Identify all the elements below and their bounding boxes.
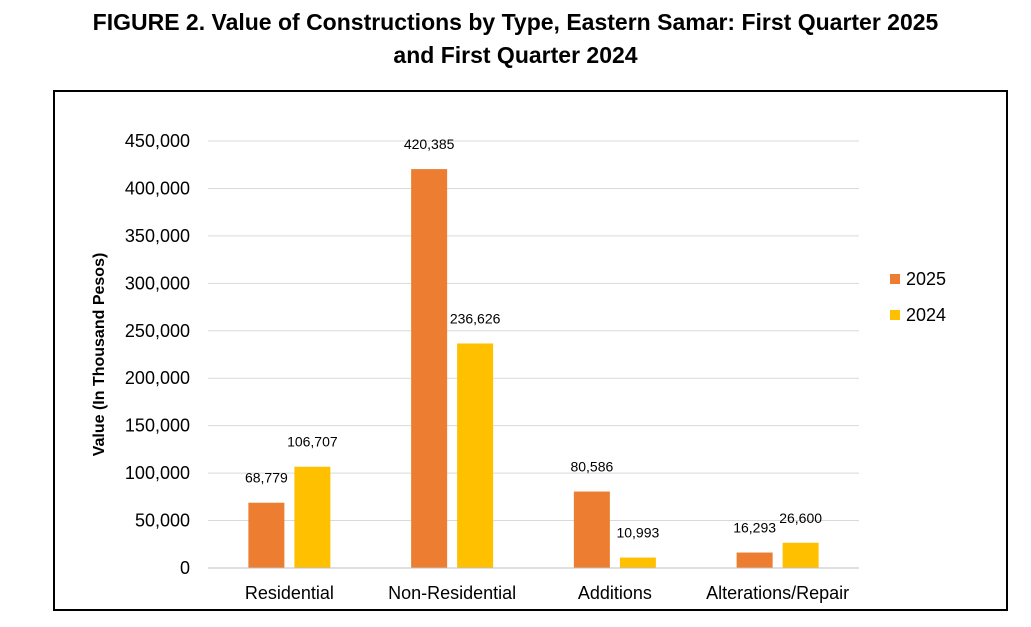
y-tick-label: 100,000	[125, 463, 190, 483]
bar-2025-non-residential	[411, 169, 448, 568]
bar-2024-alterations-repair	[782, 542, 819, 568]
y-tick-label: 0	[180, 558, 190, 578]
data-label: 68,779	[245, 470, 288, 486]
bar-2025-alterations-repair	[736, 552, 773, 568]
data-labels: 68,779 106,707 420,385 236,626 80,586 10,993 1…	[245, 136, 822, 540]
bar-2024-non-residential	[457, 343, 494, 568]
y-tick-label: 400,000	[125, 178, 190, 198]
data-label: 420,385	[404, 136, 455, 152]
bars	[248, 169, 819, 568]
bar-chart: 0 50,000 100,000 150,000 200,000 250,000 300,0…	[91, 131, 946, 603]
data-label: 10,993	[616, 525, 659, 541]
y-axis-ticks: 0 50,000 100,000 150,000 200,000 250,000 300,0…	[125, 131, 190, 578]
bar-2025-residential	[248, 502, 285, 568]
data-label: 106,707	[287, 434, 338, 450]
x-tick-label: Additions	[578, 583, 652, 603]
y-tick-label: 200,000	[125, 368, 190, 388]
y-tick-label: 300,000	[125, 273, 190, 293]
y-tick-label: 450,000	[125, 131, 190, 151]
legend-swatch-2024	[890, 310, 900, 320]
bar-2025-additions	[573, 491, 610, 568]
x-tick-label: Non-Residential	[388, 583, 516, 603]
legend-label-2025: 2025	[906, 269, 946, 289]
figure-title-line1: FIGURE 2. Value of Constructions by Type…	[92, 9, 939, 35]
figure-title-line2: and First Quarter 2024	[393, 42, 638, 68]
y-axis-label: Value (In Thousand Pesos)	[91, 253, 108, 457]
y-tick-label: 350,000	[125, 226, 190, 246]
chart-frame: 0 50,000 100,000 150,000 200,000 250,000 300,0…	[53, 90, 1008, 611]
gridlines	[208, 140, 859, 522]
data-label: 236,626	[450, 310, 501, 326]
bar-2024-residential	[294, 466, 331, 568]
y-tick-label: 150,000	[125, 416, 190, 436]
y-tick-label: 50,000	[135, 511, 190, 531]
bar-2024-additions	[619, 557, 656, 568]
data-label: 26,600	[779, 510, 822, 526]
figure-title: FIGURE 2. Value of Constructions by Type…	[0, 6, 1031, 72]
legend-label-2024: 2024	[906, 305, 946, 325]
x-tick-label: Residential	[245, 583, 334, 603]
data-label: 16,293	[733, 520, 776, 536]
y-tick-label: 250,000	[125, 321, 190, 341]
data-label: 80,586	[570, 459, 613, 475]
x-tick-label: Alterations/Repair	[706, 583, 849, 603]
x-axis-ticks: Residential Non-Residential Additions Alter…	[245, 583, 849, 603]
legend: 2025 2024	[890, 269, 946, 325]
legend-swatch-2025	[890, 274, 900, 284]
